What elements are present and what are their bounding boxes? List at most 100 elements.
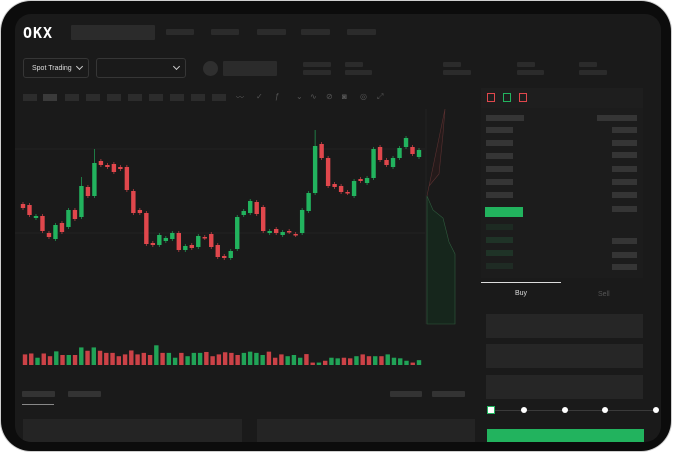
ask-row[interactable]: [612, 179, 637, 185]
settings-icon[interactable]: ◎: [360, 92, 367, 101]
search-bar[interactable]: [71, 25, 155, 40]
ask-row[interactable]: [612, 192, 637, 198]
volume-bar: [241, 352, 247, 365]
candle-down: [319, 144, 324, 158]
bid-row[interactable]: [486, 250, 513, 256]
nav-item[interactable]: [211, 29, 239, 35]
nav-item[interactable]: [257, 29, 286, 35]
ask-row[interactable]: [486, 127, 513, 133]
candle-down: [59, 223, 65, 232]
bid-row[interactable]: [486, 263, 513, 269]
fullscreen-icon[interactable]: ⤢: [377, 92, 384, 101]
timeframe-button-active[interactable]: [43, 94, 57, 101]
slider-stop[interactable]: [653, 407, 659, 413]
orders-panel: [257, 419, 475, 442]
slider-stop[interactable]: [562, 407, 568, 413]
buy-button[interactable]: [487, 429, 644, 442]
ask-row[interactable]: [486, 153, 513, 159]
bid-row[interactable]: [612, 264, 637, 270]
candle-down: [124, 167, 130, 190]
tab-order-history[interactable]: [68, 391, 101, 397]
tab-buy[interactable]: Buy: [515, 290, 528, 297]
candle-down: [20, 204, 26, 208]
slider-stop[interactable]: [521, 407, 527, 413]
candle-up: [183, 246, 188, 250]
orderbook-bids-icon[interactable]: [503, 93, 511, 102]
bid-row[interactable]: [612, 206, 637, 212]
nav-item[interactable]: [166, 29, 194, 35]
candle-down: [338, 186, 344, 192]
candle-down: [150, 243, 156, 245]
volume-bar: [110, 352, 115, 365]
candle-up: [157, 235, 162, 245]
volume-bar: [66, 355, 71, 365]
volume-bar: [373, 356, 378, 365]
orderbook-asks-icon[interactable]: [519, 93, 527, 102]
orderbook-both-icon[interactable]: [487, 93, 495, 102]
stat-label: [579, 62, 597, 67]
formula-icon[interactable]: ƒ: [275, 92, 280, 101]
ask-row[interactable]: [612, 140, 637, 146]
indicator-icon[interactable]: ✓: [256, 92, 263, 101]
candle-down: [358, 179, 363, 181]
slider-track[interactable]: [493, 410, 658, 411]
chevron-down-icon[interactable]: ⌄: [296, 92, 303, 101]
volume-bar: [360, 354, 365, 365]
total-input[interactable]: [486, 375, 643, 399]
tab-open-orders[interactable]: [22, 391, 55, 397]
volume-bar: [97, 350, 103, 365]
timeframe-button[interactable]: [191, 94, 205, 101]
bid-row[interactable]: [486, 237, 513, 243]
ask-row[interactable]: [612, 127, 637, 133]
stat-value: [303, 70, 331, 75]
volume-bar: [310, 362, 315, 365]
timeframe-button[interactable]: [23, 94, 37, 101]
spot-trading-dropdown[interactable]: Spot Trading: [23, 58, 89, 78]
volume-bar: [216, 354, 222, 365]
volume-bar: [354, 356, 359, 365]
orderbook-header-amount: [597, 115, 637, 121]
ask-row[interactable]: [486, 192, 513, 198]
nav-item[interactable]: [347, 29, 376, 35]
candlestick-chart[interactable]: [15, 14, 661, 442]
slider-stop[interactable]: [602, 407, 608, 413]
bid-row[interactable]: [486, 224, 513, 230]
bid-row[interactable]: [612, 252, 637, 258]
price-input[interactable]: [486, 314, 643, 338]
volume-bar: [235, 355, 240, 365]
volume-bar: [285, 356, 290, 365]
ask-row[interactable]: [612, 166, 637, 172]
timeframe-button[interactable]: [128, 94, 142, 101]
pair-selector-dropdown[interactable]: [96, 58, 186, 78]
candle-up: [364, 178, 370, 183]
stat-label: [345, 62, 363, 67]
candle-up: [79, 186, 84, 217]
ruler-icon[interactable]: ⊘: [326, 92, 333, 101]
candle-down: [118, 167, 123, 169]
slider-handle[interactable]: [487, 406, 495, 414]
volume-bar: [297, 357, 303, 365]
candle-up: [403, 138, 409, 147]
timeframe-button[interactable]: [107, 94, 121, 101]
line-type-icon[interactable]: 〰: [236, 93, 244, 102]
filter-button[interactable]: [432, 391, 465, 397]
timeframe-button[interactable]: [65, 94, 79, 101]
ask-row[interactable]: [486, 166, 513, 172]
amount-input[interactable]: [486, 344, 643, 368]
ask-row[interactable]: [486, 179, 513, 185]
snapshot-icon[interactable]: ◙: [342, 92, 347, 101]
filter-button[interactable]: [390, 391, 422, 397]
timeframe-button[interactable]: [212, 94, 226, 101]
bid-row[interactable]: [612, 238, 637, 244]
tab-sell[interactable]: Sell: [598, 291, 610, 298]
volume-bar: [379, 356, 384, 365]
timeframe-button[interactable]: [170, 94, 184, 101]
timeframe-button[interactable]: [149, 94, 163, 101]
candle-down: [131, 191, 136, 213]
draw-line-icon[interactable]: ∿: [310, 92, 317, 101]
ask-row[interactable]: [612, 152, 637, 158]
timeframe-button[interactable]: [86, 94, 100, 101]
nav-item[interactable]: [301, 29, 330, 35]
ask-row[interactable]: [486, 140, 513, 146]
candle-down: [27, 205, 32, 215]
